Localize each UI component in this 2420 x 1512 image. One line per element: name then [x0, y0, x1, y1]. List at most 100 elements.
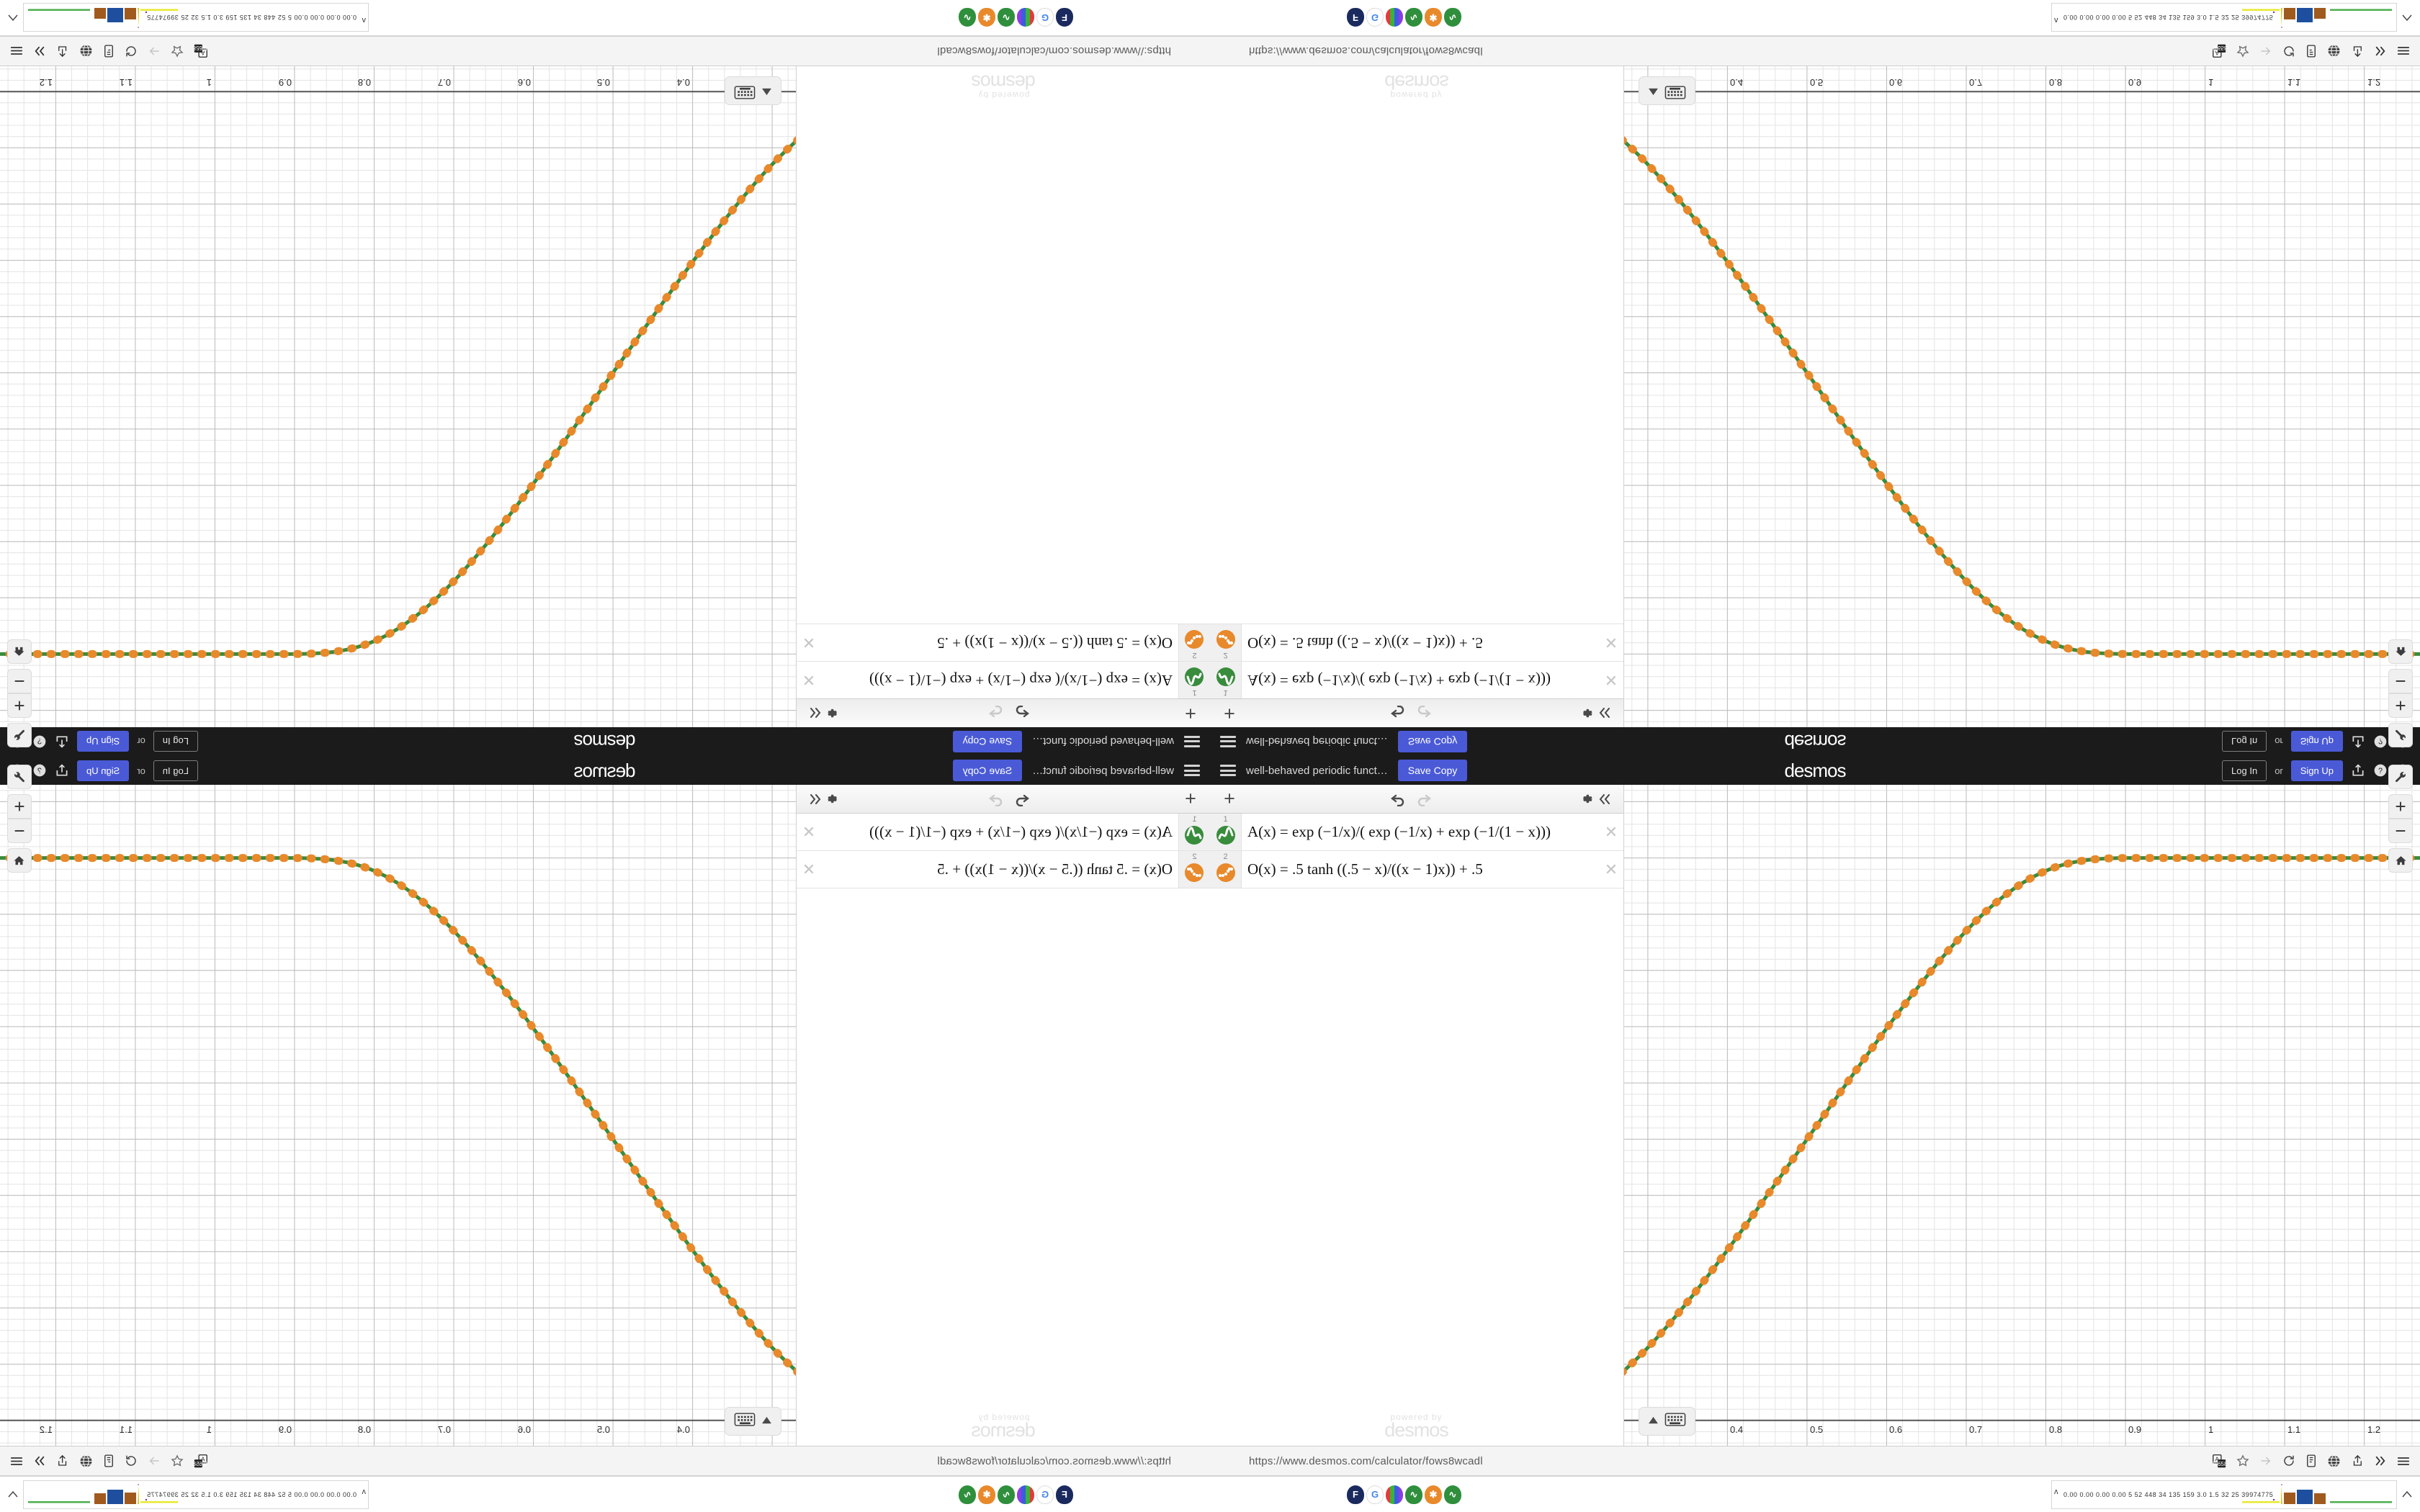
browser-url-bar[interactable]: https://www.desmos.com/calculator/fows8w… — [0, 1446, 1210, 1476]
log-in-button[interactable]: Log In — [153, 760, 198, 781]
zoom-out-icon[interactable] — [2388, 669, 2413, 693]
url-text[interactable]: https://www.desmos.com/calculator/fows8w… — [937, 45, 1171, 58]
keypad-toggle-button[interactable] — [725, 1407, 781, 1436]
globe-icon[interactable] — [2327, 45, 2341, 58]
bookmark-star-icon[interactable] — [171, 1454, 184, 1467]
gimp-icon[interactable] — [1017, 1485, 1034, 1504]
globe-icon[interactable] — [2327, 1454, 2341, 1468]
expression-row[interactable]: 2 O(x) = .5 tanh ((.5 − x)/((x − 1)x)) +… — [797, 624, 1210, 661]
gimp-icon[interactable] — [1386, 8, 1403, 27]
translate-icon[interactable]: A \u6587 — [194, 45, 207, 58]
share-icon[interactable] — [55, 734, 69, 749]
delete-expression-button[interactable]: ✕ — [802, 634, 816, 652]
chevron-double-right-icon[interactable] — [2374, 1455, 2387, 1467]
graph-title[interactable]: well-behaved periodic funct… — [1032, 735, 1174, 748]
graph-title[interactable]: well-behaved periodic funct… — [1246, 735, 1388, 748]
hamburger-menu-icon[interactable] — [10, 46, 23, 57]
expression-body[interactable]: A(x) = exp (−1/x)/( exp (−1/x) + exp (−1… — [1242, 662, 1599, 698]
chevron-double-left-icon[interactable] — [805, 707, 825, 720]
hamburger-menu-icon[interactable] — [2397, 1456, 2410, 1467]
expression-body[interactable]: A(x) = exp (−1/x)/( exp (−1/x) + exp (−1… — [821, 814, 1178, 850]
gear-icon[interactable] — [1581, 792, 1595, 806]
hamburger-menu-icon[interactable] — [1220, 736, 1236, 747]
expression-body[interactable]: O(x) = .5 tanh ((.5 − x)/((x − 1)x)) + .… — [1242, 624, 1599, 661]
wave-curve-icon[interactable] — [1185, 667, 1204, 686]
dotted-curve-icon[interactable] — [1216, 630, 1235, 649]
log-in-button[interactable]: Log In — [2222, 760, 2267, 781]
log-in-button[interactable]: Log In — [153, 731, 198, 752]
forward-arrow-icon[interactable] — [2259, 45, 2272, 58]
expression-tab[interactable]: 1 — [1210, 662, 1242, 698]
expression-body[interactable]: O(x) = .5 tanh ((.5 − x)/((x − 1)x)) + .… — [821, 851, 1178, 888]
graph-title[interactable]: well-behaved periodic funct… — [1246, 764, 1388, 777]
expression-row[interactable]: 2 O(x) = .5 tanh ((.5 − x)/((x − 1)x)) +… — [797, 851, 1210, 888]
gear-icon[interactable] — [825, 792, 839, 806]
forward-arrow-icon[interactable] — [148, 1454, 161, 1467]
bookmark-star-icon[interactable] — [2236, 1454, 2249, 1467]
dotted-curve-icon[interactable] — [1216, 863, 1235, 882]
delete-expression-button[interactable]: ✕ — [802, 671, 816, 690]
share-icon[interactable] — [56, 1454, 69, 1467]
expression-row[interactable]: 1 A(x) = exp (−1/x)/( exp (−1/x) + exp (… — [1210, 814, 1623, 851]
zoom-out-icon[interactable] — [7, 819, 32, 843]
zoom-in-icon[interactable] — [2388, 794, 2413, 819]
google-chrome-icon[interactable]: G — [1366, 1485, 1384, 1504]
wrench-icon[interactable] — [2388, 765, 2413, 789]
share-icon[interactable] — [2351, 45, 2364, 58]
save-copy-button[interactable]: Save Copy — [1397, 760, 1468, 781]
share-icon[interactable] — [2351, 763, 2365, 778]
reader-icon[interactable] — [103, 1454, 115, 1467]
help-icon[interactable]: ? — [32, 734, 47, 749]
hamburger-menu-icon[interactable] — [10, 1456, 23, 1467]
help-icon[interactable]: ? — [32, 763, 47, 778]
zoom-in-icon[interactable] — [7, 693, 32, 718]
dotted-curve-icon[interactable] — [1185, 863, 1204, 882]
forward-arrow-icon[interactable] — [2259, 1454, 2272, 1467]
share-icon[interactable] — [56, 45, 69, 58]
expression-body[interactable]: A(x) = exp (−1/x)/( exp (−1/x) + exp (−1… — [821, 662, 1178, 698]
desmos-orange-icon[interactable]: ✱ — [1425, 1485, 1442, 1504]
expression-row[interactable]: 1 A(x) = exp (−1/x)/( exp (−1/x) + exp (… — [797, 661, 1210, 698]
zoom-out-icon[interactable] — [2388, 819, 2413, 843]
desmos-orange-icon[interactable]: ✱ — [1425, 8, 1442, 27]
desmos-green-icon[interactable]: ∿ — [998, 8, 1015, 27]
expression-row[interactable]: 2 O(x) = .5 tanh ((.5 − x)/((x − 1)x)) +… — [1210, 851, 1623, 888]
delete-expression-button[interactable]: ✕ — [802, 860, 816, 878]
expression-tab[interactable]: 2 — [1178, 851, 1210, 888]
undo-icon[interactable] — [1010, 792, 1034, 806]
files-icon[interactable]: F — [1347, 1485, 1364, 1504]
expression-tab[interactable]: 2 — [1210, 624, 1242, 661]
save-copy-button[interactable]: Save Copy — [952, 731, 1023, 752]
sign-up-button[interactable]: Sign Up — [2290, 760, 2343, 781]
redo-icon[interactable] — [985, 706, 1010, 721]
translate-icon[interactable]: A \u6587 — [2213, 45, 2226, 58]
files-icon[interactable]: F — [1347, 8, 1364, 27]
taskbar-collapse-icon[interactable] — [2401, 1490, 2413, 1500]
hamburger-menu-icon[interactable] — [1184, 736, 1200, 747]
zoom-in-icon[interactable] — [2388, 693, 2413, 718]
dotted-curve-icon[interactable] — [1185, 630, 1204, 649]
wave-curve-icon[interactable] — [1216, 667, 1235, 686]
url-text[interactable]: https://www.desmos.com/calculator/fows8w… — [1249, 45, 1483, 58]
redo-icon[interactable] — [1411, 792, 1435, 806]
sign-up-button[interactable]: Sign Up — [2290, 731, 2343, 752]
google-chrome-icon[interactable]: G — [1366, 8, 1384, 27]
expression-body[interactable]: O(x) = .5 tanh ((.5 − x)/((x − 1)x)) + .… — [1242, 851, 1599, 888]
redo-icon[interactable] — [985, 792, 1010, 806]
undo-icon[interactable] — [1386, 706, 1411, 721]
delete-expression-button[interactable]: ✕ — [1604, 671, 1618, 690]
desmos-orange-icon[interactable]: ✱ — [978, 1485, 995, 1504]
save-copy-button[interactable]: Save Copy — [1397, 731, 1468, 752]
desmos-green-icon[interactable]: ∿ — [1405, 8, 1422, 27]
reader-icon[interactable] — [103, 45, 115, 58]
add-expression-button[interactable]: + — [1224, 788, 1235, 809]
hamburger-menu-icon[interactable] — [2397, 46, 2410, 57]
delete-expression-button[interactable]: ✕ — [1604, 634, 1618, 652]
sign-up-button[interactable]: Sign Up — [77, 731, 130, 752]
desmos-green-icon-2[interactable]: ∿ — [959, 1485, 976, 1504]
gimp-icon[interactable] — [1386, 1485, 1403, 1504]
home-icon[interactable] — [2388, 848, 2413, 873]
expression-tab[interactable]: 2 — [1210, 851, 1242, 888]
help-icon[interactable]: ? — [2373, 734, 2388, 749]
expression-tab[interactable]: 1 — [1178, 662, 1210, 698]
